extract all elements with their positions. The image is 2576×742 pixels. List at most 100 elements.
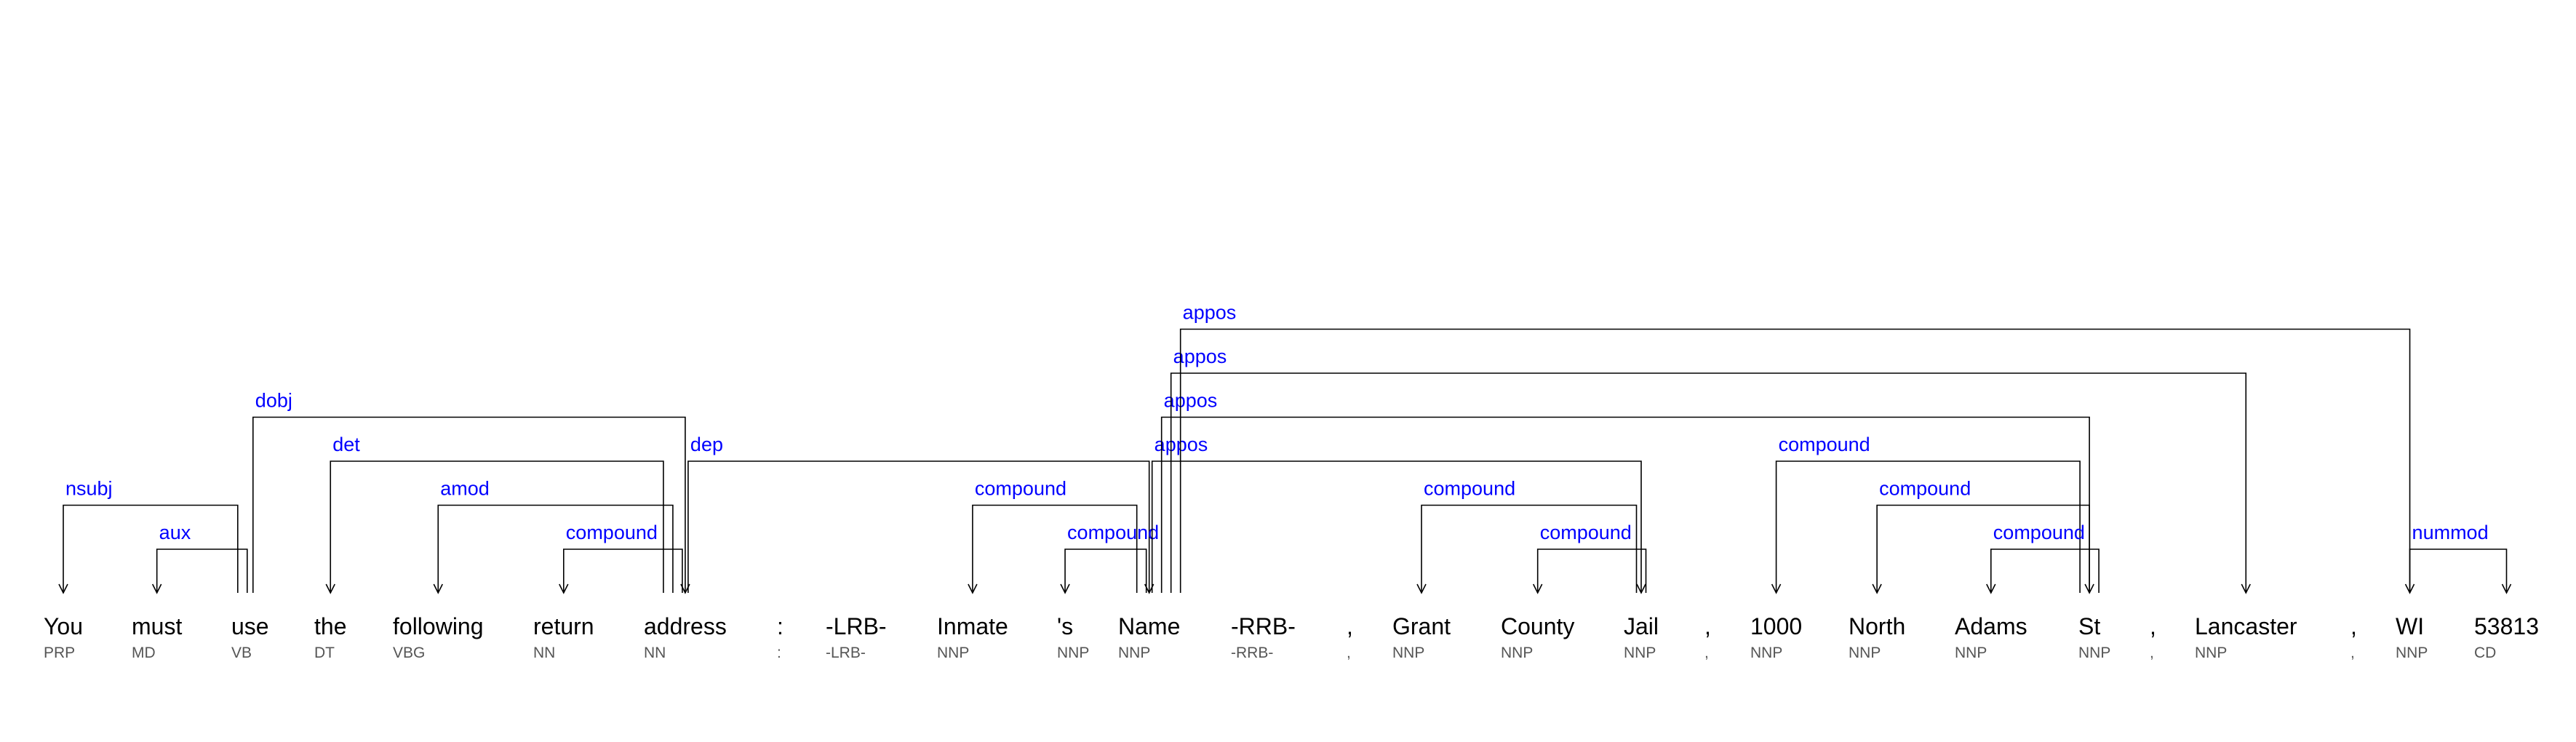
token: 53813 CD [2474, 613, 2539, 661]
token: 's NNP [1057, 613, 1089, 661]
relation-label: appos [1173, 346, 1227, 367]
token-word: return [533, 613, 594, 639]
token-word: You [44, 613, 83, 639]
token: North NNP [1849, 613, 1905, 661]
pos-tag: VB [231, 645, 252, 661]
arc-line [1064, 548, 1147, 593]
token-word: 's [1057, 613, 1073, 639]
dependency-arc: compound [559, 522, 683, 594]
token-word: , [1704, 613, 1711, 639]
arc-line [1170, 372, 2247, 593]
dependency-arc: compound [968, 478, 1138, 594]
pos-tag: , [1347, 645, 1351, 661]
token-word: Adams [1955, 613, 2027, 639]
token: must MD [132, 613, 182, 661]
dependency-arc: appos [1151, 434, 1646, 594]
pos-tag: : [777, 645, 781, 661]
dependency-arc: nummod [2409, 522, 2512, 594]
token-word: must [132, 613, 182, 639]
dependency-arc: aux [151, 522, 248, 594]
token-word: address [644, 613, 727, 639]
dependency-arc: compound [1532, 522, 1647, 594]
pos-tag: DT [314, 645, 335, 661]
arrowhead-icon [151, 583, 162, 594]
arc-line [562, 548, 683, 593]
arc-line [1179, 328, 2411, 593]
arc-line [1990, 548, 2100, 593]
arrowhead-icon [1986, 583, 1996, 594]
token: ,, [1347, 613, 1353, 661]
relation-label: compound [1779, 434, 1870, 455]
token-word: the [314, 613, 346, 639]
token: Name NNP [1118, 613, 1180, 661]
arrowhead-icon [1872, 583, 1882, 594]
arrowhead-icon [2501, 583, 2512, 594]
token-word: 1000 [1750, 613, 1802, 639]
token: :: [777, 613, 783, 661]
token: ,, [1704, 613, 1711, 661]
pos-tag: NNP [2078, 645, 2110, 661]
pos-tag: CD [2474, 645, 2496, 661]
arc-line [1151, 460, 1642, 593]
token: the DT [314, 613, 346, 661]
token-word: following [393, 613, 484, 639]
token-word: North [1849, 613, 1905, 639]
token-row: You PRP must MD use VB the DT following VBG return… [44, 613, 2539, 661]
token-word: St [2078, 613, 2100, 639]
relation-label: compound [1993, 522, 2085, 543]
pos-tag: NNP [1057, 645, 1089, 661]
pos-tag: NNP [2195, 645, 2227, 661]
pos-tag: , [1704, 645, 1709, 661]
arrowhead-icon [1532, 583, 1543, 594]
pos-tag: , [2150, 645, 2154, 661]
token-word: Name [1118, 613, 1180, 639]
relation-label: aux [159, 522, 191, 543]
token: -RRB- -RRB- [1231, 613, 1296, 661]
dependency-arc: compound [1416, 478, 1638, 594]
arrowhead-icon [433, 583, 443, 594]
relation-label: nummod [2412, 522, 2489, 543]
relation-label: compound [1424, 478, 1515, 500]
relation-label: dep [690, 434, 723, 455]
dependency-arc: dep [687, 434, 1155, 594]
pos-tag: NNP [1392, 645, 1424, 661]
token-word: , [1347, 613, 1353, 639]
token: Inmate NNP [937, 613, 1008, 661]
token: use VB [231, 613, 269, 661]
token-word: , [2150, 613, 2156, 639]
pos-tag: NNP [1501, 645, 1533, 661]
token-word: County [1501, 613, 1574, 639]
dependency-arc: dobj [252, 390, 690, 594]
token: -LRB- -LRB- [826, 613, 887, 661]
token: address NN [644, 613, 727, 661]
arc-line [1536, 548, 1647, 593]
token-word: 53813 [2474, 613, 2539, 639]
arrowhead-icon [1771, 583, 1782, 594]
token-word: -LRB- [826, 613, 887, 639]
arrowhead-icon [58, 583, 68, 594]
pos-tag: -RRB- [1231, 645, 1273, 661]
arrowhead-icon [325, 583, 335, 594]
pos-tag: PRP [44, 645, 75, 661]
pos-tag: NNP [1849, 645, 1881, 661]
token-word: -RRB- [1231, 613, 1296, 639]
relation-label: appos [1164, 390, 1218, 412]
relation-label: compound [1879, 478, 1971, 500]
token-word: WI [2396, 613, 2424, 639]
pos-tag: VBG [393, 645, 425, 661]
pos-tag: NNP [1750, 645, 1782, 661]
relation-label: compound [1540, 522, 1632, 543]
token: Lancaster NNP [2195, 613, 2297, 661]
arrowhead-icon [968, 583, 978, 594]
token: Adams NNP [1955, 613, 2027, 661]
token: following VBG [393, 613, 484, 661]
pos-tag: NN [644, 645, 666, 661]
token: County NNP [1501, 613, 1574, 661]
pos-tag: NNP [1118, 645, 1150, 661]
dependency-arcs: nsubj aux dobj det amod compound dep compound co… [58, 302, 2512, 594]
arrowhead-icon [1060, 583, 1070, 594]
token: St NNP [2078, 613, 2110, 661]
pos-tag: -LRB- [826, 645, 866, 661]
relation-label: compound [1067, 522, 1159, 543]
